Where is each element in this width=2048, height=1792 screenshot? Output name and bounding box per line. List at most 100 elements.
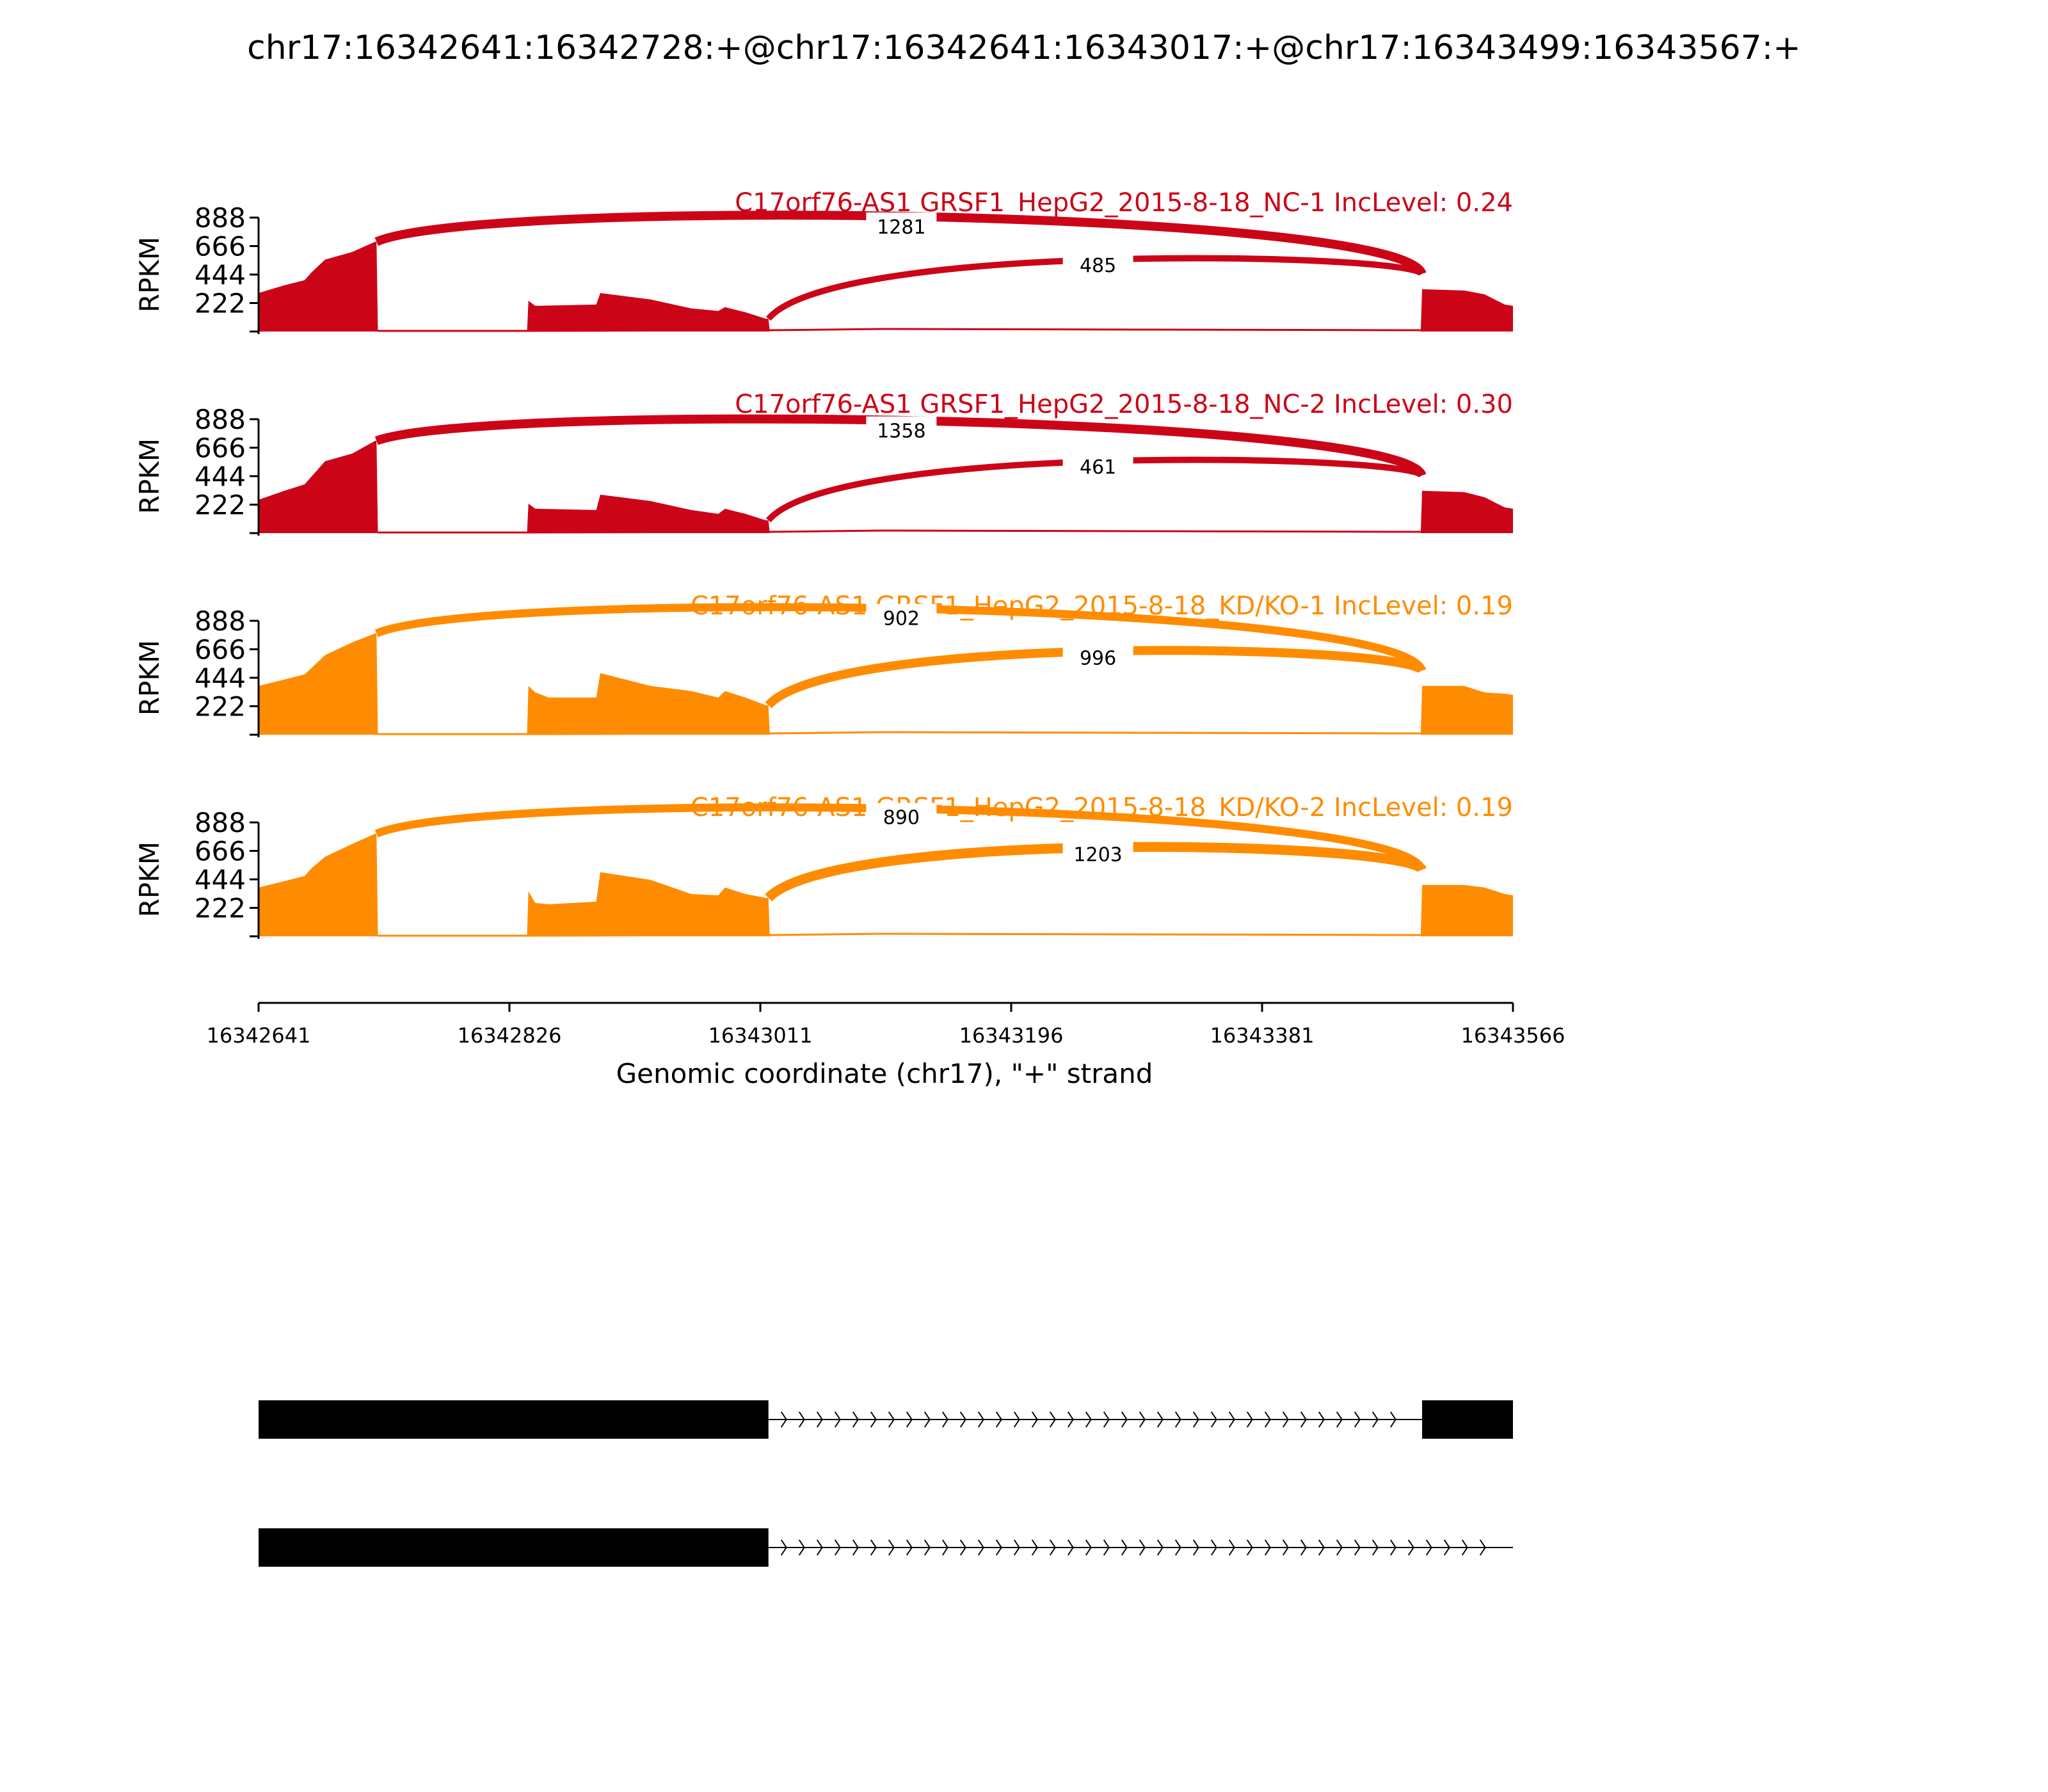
x-tick-label: 16342641 [207, 1023, 311, 1048]
y-axis-label: RPKM [134, 438, 165, 514]
strand-arrow [1156, 1411, 1164, 1428]
y-tick-label: 222 [195, 691, 246, 723]
strand-arrow [780, 1539, 787, 1556]
strand-arrow [870, 1539, 877, 1556]
strand-arrow [1139, 1539, 1146, 1556]
y-tick-label: 222 [195, 893, 246, 924]
y-tick-label: 888 [195, 404, 246, 435]
junction-count-box [1062, 643, 1133, 669]
junction-count-box [866, 212, 937, 239]
strand-arrow [1085, 1539, 1092, 1556]
strand-arrow [924, 1411, 931, 1428]
strand-arrow [1246, 1411, 1253, 1428]
strand-arrow [1192, 1411, 1199, 1428]
strand-arrow [1103, 1411, 1110, 1428]
junction-count-box [1062, 452, 1133, 478]
strand-arrow [1013, 1411, 1020, 1428]
coverage-baseline [378, 529, 1421, 534]
strand-arrow [1461, 1539, 1468, 1556]
strand-arrow [1031, 1411, 1038, 1428]
coverage-area [259, 241, 1513, 332]
y-tick-label: 888 [195, 202, 246, 234]
junction-count: 1203 [1073, 844, 1122, 867]
coverage-area [259, 440, 1513, 533]
strand-arrow [852, 1411, 859, 1428]
strand-arrow [1067, 1539, 1074, 1556]
strand-arrow [1139, 1411, 1146, 1428]
strand-arrow [1228, 1411, 1235, 1428]
junction-count: 1281 [877, 216, 925, 239]
strand-arrow [1067, 1411, 1074, 1428]
strand-arrow [959, 1411, 966, 1428]
strand-arrow [1389, 1411, 1396, 1428]
strand-arrow [870, 1411, 877, 1428]
strand-arrow [1049, 1411, 1056, 1428]
junction-count-box [866, 803, 937, 829]
strand-arrow [888, 1411, 895, 1428]
strand-arrow [1085, 1411, 1092, 1428]
strand-arrow [977, 1411, 984, 1428]
exon-block [259, 1400, 769, 1439]
strand-arrow [1174, 1411, 1181, 1428]
y-tick-label: 666 [195, 433, 246, 464]
strand-arrow [834, 1411, 841, 1428]
strand-arrow [1282, 1539, 1289, 1556]
coverage-baseline [378, 328, 1421, 332]
y-tick-label: 444 [195, 662, 246, 694]
y-tick-label: 444 [195, 259, 246, 291]
strand-arrow [1246, 1539, 1253, 1556]
strand-arrow [941, 1539, 948, 1556]
strand-arrow [995, 1411, 1002, 1428]
coverage-baseline [378, 932, 1421, 937]
sample-label: C17orf76-AS1 GRSF1_HepG2_2015-8-18_NC-2 … [735, 390, 1513, 419]
strand-arrow [1192, 1539, 1199, 1556]
strand-arrow [1210, 1411, 1217, 1428]
x-axis-label: Genomic coordinate (chr17), "+" strand [616, 1058, 1153, 1089]
y-tick-label: 666 [195, 634, 246, 666]
strand-arrow [816, 1411, 823, 1428]
strand-arrow [816, 1539, 823, 1556]
y-tick-label: 666 [195, 231, 246, 262]
isoform-tracks [259, 1400, 1513, 1567]
junction-count-box [866, 604, 937, 630]
x-tick-label: 16343566 [1461, 1023, 1565, 1048]
strand-arrow [1013, 1539, 1020, 1556]
strand-arrow [798, 1411, 805, 1428]
strand-arrow [959, 1539, 966, 1556]
strand-arrow [1372, 1539, 1379, 1556]
strand-arrow [1479, 1539, 1486, 1556]
strand-arrow [977, 1539, 984, 1556]
x-tick-label: 16343381 [1210, 1023, 1315, 1048]
strand-arrow [1425, 1539, 1432, 1556]
strand-arrow [1318, 1411, 1325, 1428]
coverage-area [259, 633, 1513, 735]
exon-block [1422, 1400, 1513, 1439]
coverage-baseline [378, 731, 1421, 735]
y-tick-label: 888 [195, 807, 246, 838]
y-axis-label: RPKM [134, 842, 165, 917]
junction-count: 485 [1080, 255, 1116, 277]
strand-arrow [1318, 1539, 1325, 1556]
isoform-2 [259, 1528, 1513, 1567]
strand-arrow [906, 1411, 913, 1428]
strand-arrow [1264, 1411, 1271, 1428]
strand-arrow [1372, 1411, 1379, 1428]
strand-arrow [1300, 1539, 1307, 1556]
x-tick-label: 16343196 [959, 1023, 1064, 1048]
strand-arrow [780, 1411, 787, 1428]
x-tick-label: 16343011 [708, 1023, 813, 1048]
junction-count: 461 [1080, 456, 1116, 479]
isoform-1 [259, 1400, 1513, 1439]
strand-arrow [1300, 1411, 1307, 1428]
strand-arrow [924, 1539, 931, 1556]
junction-count-box [1062, 250, 1133, 276]
strand-arrow [1103, 1539, 1110, 1556]
strand-arrow [906, 1539, 913, 1556]
strand-arrow [1443, 1539, 1450, 1556]
strand-arrow [834, 1539, 841, 1556]
y-axis-label: RPKM [134, 640, 165, 716]
